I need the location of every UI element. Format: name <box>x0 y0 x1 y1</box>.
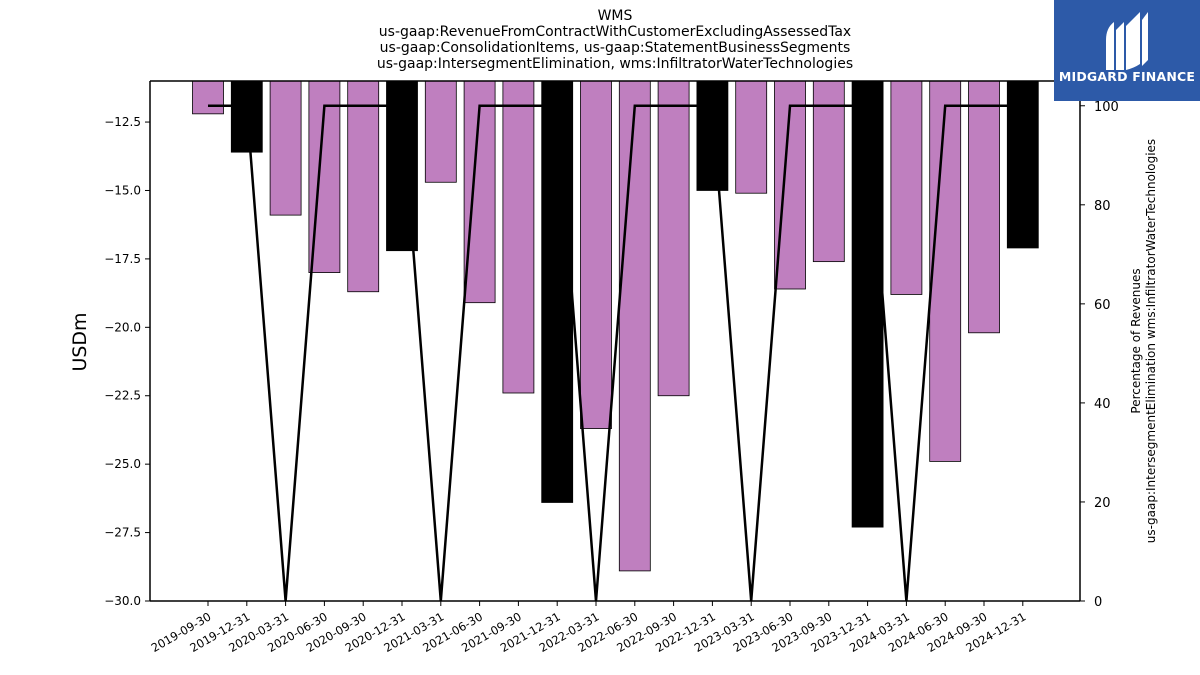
y-tick-label: −12.5 <box>104 115 141 129</box>
bar <box>929 80 962 462</box>
y2-tick-label: 100 <box>1094 100 1119 115</box>
y-axis-label-right: Percentage of Revenues us-gaap:Intersegm… <box>1129 139 1159 543</box>
bar <box>541 80 574 503</box>
y2-tick-label: 40 <box>1094 397 1111 412</box>
y-tick-label: −20.0 <box>104 320 141 334</box>
y2-tick-label: 60 <box>1094 298 1111 313</box>
right-axis: 0 20 40 60 80 100 <box>1080 100 1119 610</box>
bar <box>618 80 651 572</box>
bar <box>851 80 884 528</box>
bar <box>735 80 768 194</box>
line-series <box>208 104 1023 602</box>
y2-tick-label: 0 <box>1094 595 1102 610</box>
title-line: us-gaap:ConsolidationItems, us-gaap:Stat… <box>379 40 851 56</box>
y-tick-label: −25.0 <box>104 457 141 471</box>
y2-tick-label: 20 <box>1094 496 1111 511</box>
logo-text: MIDGARD FINANCE <box>1058 69 1196 84</box>
x-axis: 2019-09-302019-12-312020-03-312020-06-30… <box>149 601 1028 655</box>
line-series-path <box>208 104 1023 602</box>
y-tick-label: −30.0 <box>104 594 141 608</box>
bar <box>696 80 729 191</box>
title-line: us-gaap:RevenueFromContractWithCustomerE… <box>378 24 852 40</box>
bar <box>269 80 302 216</box>
y-axis-label-right-line: us-gaap:IntersegmentElimination wms:Infi… <box>1144 138 1158 544</box>
plot-frame <box>149 80 1081 602</box>
bar <box>580 80 612 429</box>
y-axis-label: USDm <box>69 312 91 372</box>
y-tick-label: −15.0 <box>104 183 141 197</box>
left-axis: −12.5 −15.0 −17.5 −20.0 −22.5 −25.0 −27.5 −30.0 <box>104 115 150 608</box>
bar <box>347 80 380 293</box>
brand-logo: MIDGARD FINANCE <box>1054 0 1200 101</box>
title-line: WMS <box>597 8 633 24</box>
bar <box>968 80 1000 334</box>
bar <box>424 80 457 183</box>
bar <box>192 80 224 115</box>
y2-tick-label: 80 <box>1094 199 1111 214</box>
bar <box>812 80 845 263</box>
logo-mark-icon <box>1106 12 1148 70</box>
y-tick-label: −22.5 <box>104 389 141 403</box>
bar <box>657 80 690 397</box>
y-tick-label: −17.5 <box>104 252 141 266</box>
title-line: us-gaap:IntersegmentElimination, wms:Inf… <box>376 56 854 72</box>
y-axis-label-right-line: Percentage of Revenues <box>1129 268 1143 414</box>
bar <box>502 80 535 394</box>
bar <box>890 80 923 295</box>
y-tick-label: −27.5 <box>104 526 141 540</box>
